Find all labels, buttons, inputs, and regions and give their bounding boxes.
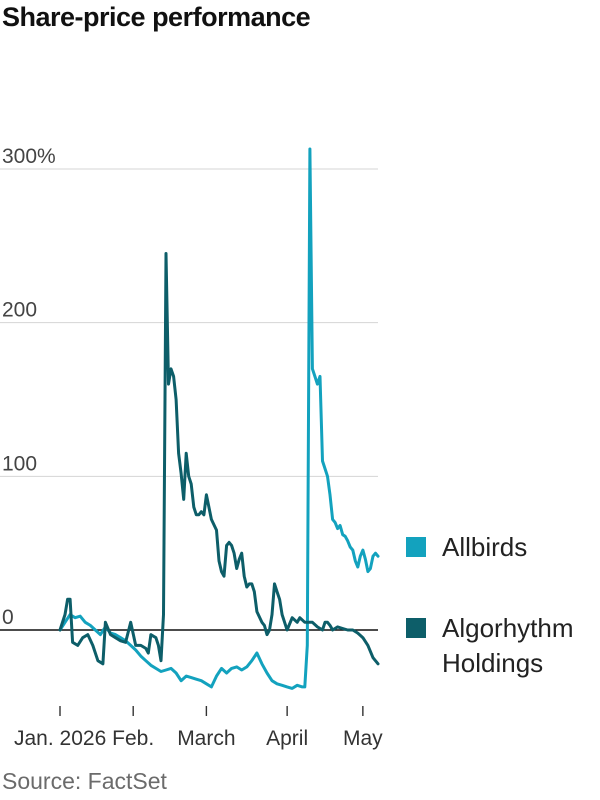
y-tick-label: 300%	[2, 145, 56, 168]
x-tick-label: April	[266, 727, 308, 750]
y-tick-label: 0	[2, 606, 14, 629]
x-tick-label: March	[177, 727, 235, 750]
y-tick-label: 200	[2, 299, 37, 322]
legend-label: Allbirds	[442, 532, 527, 562]
x-tick-label: Jan. 2026	[14, 727, 106, 750]
legend: Allbirds Algorhythm Holdings	[406, 532, 574, 678]
x-tick-label: Feb.	[112, 727, 154, 750]
x-axis: Jan. 2026 Feb. March April May	[14, 706, 383, 750]
y-axis-ticks: 300% 200 100 0	[2, 145, 56, 629]
x-tick-label: May	[343, 727, 383, 750]
line-chart: 300% 200 100 0 Jan. 2026 Feb. March April May A…	[0, 145, 574, 750]
legend-swatch	[406, 618, 426, 638]
chart-title: Share-price performance	[2, 2, 311, 32]
legend-label: Algorhythm Holdings	[442, 613, 574, 678]
series-line-allbirds	[58, 147, 380, 690]
legend-swatch	[406, 537, 426, 557]
source-note: Source: FactSet	[2, 768, 167, 794]
series-line-algorhythm-holdings	[58, 252, 380, 666]
series-lines	[58, 147, 380, 690]
y-tick-label: 100	[2, 452, 37, 475]
